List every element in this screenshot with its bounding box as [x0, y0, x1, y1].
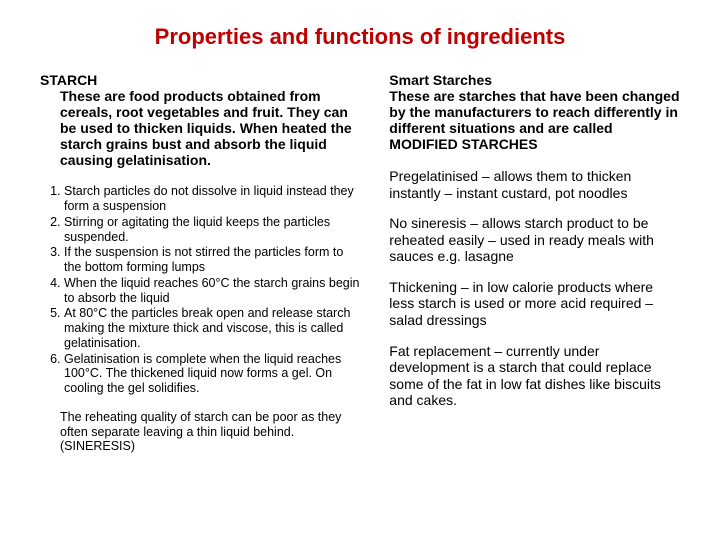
list-item: If the suspension is not stirred the par… — [64, 245, 361, 275]
right-column: Smart Starches These are starches that h… — [389, 72, 680, 454]
starch-note: The reheating quality of starch can be p… — [40, 410, 361, 454]
paragraph: Thickening – in low calorie products whe… — [389, 279, 680, 329]
starch-heading: STARCH — [40, 72, 361, 88]
two-column-layout: STARCH These are food products obtained … — [40, 72, 680, 454]
list-item: Starch particles do not dissolve in liqu… — [64, 184, 361, 214]
list-item: Stirring or agitating the liquid keeps t… — [64, 215, 361, 245]
slide-title: Properties and functions of ingredients — [40, 24, 680, 50]
starch-steps-list: Starch particles do not dissolve in liqu… — [40, 184, 361, 396]
paragraph: Fat replacement – currently under develo… — [389, 343, 680, 409]
list-item: When the liquid reaches 60°C the starch … — [64, 276, 361, 306]
list-item: Gelatinisation is complete when the liqu… — [64, 352, 361, 396]
smart-starches-heading: Smart Starches — [389, 72, 680, 88]
left-column: STARCH These are food products obtained … — [40, 72, 361, 454]
smart-starches-intro: These are starches that have been change… — [389, 88, 680, 152]
list-item: At 80°C the particles break open and rel… — [64, 306, 361, 350]
paragraph: No sineresis – allows starch product to … — [389, 215, 680, 265]
paragraph: Pregelatinised – allows them to thicken … — [389, 168, 680, 201]
starch-intro: These are food products obtained from ce… — [40, 88, 361, 168]
